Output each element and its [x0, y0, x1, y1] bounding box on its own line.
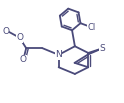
Text: N: N	[55, 50, 62, 59]
Text: Cl: Cl	[87, 23, 95, 32]
Text: O: O	[20, 55, 27, 64]
Text: S: S	[99, 44, 105, 53]
Text: O: O	[16, 33, 23, 42]
Text: O: O	[2, 27, 9, 36]
